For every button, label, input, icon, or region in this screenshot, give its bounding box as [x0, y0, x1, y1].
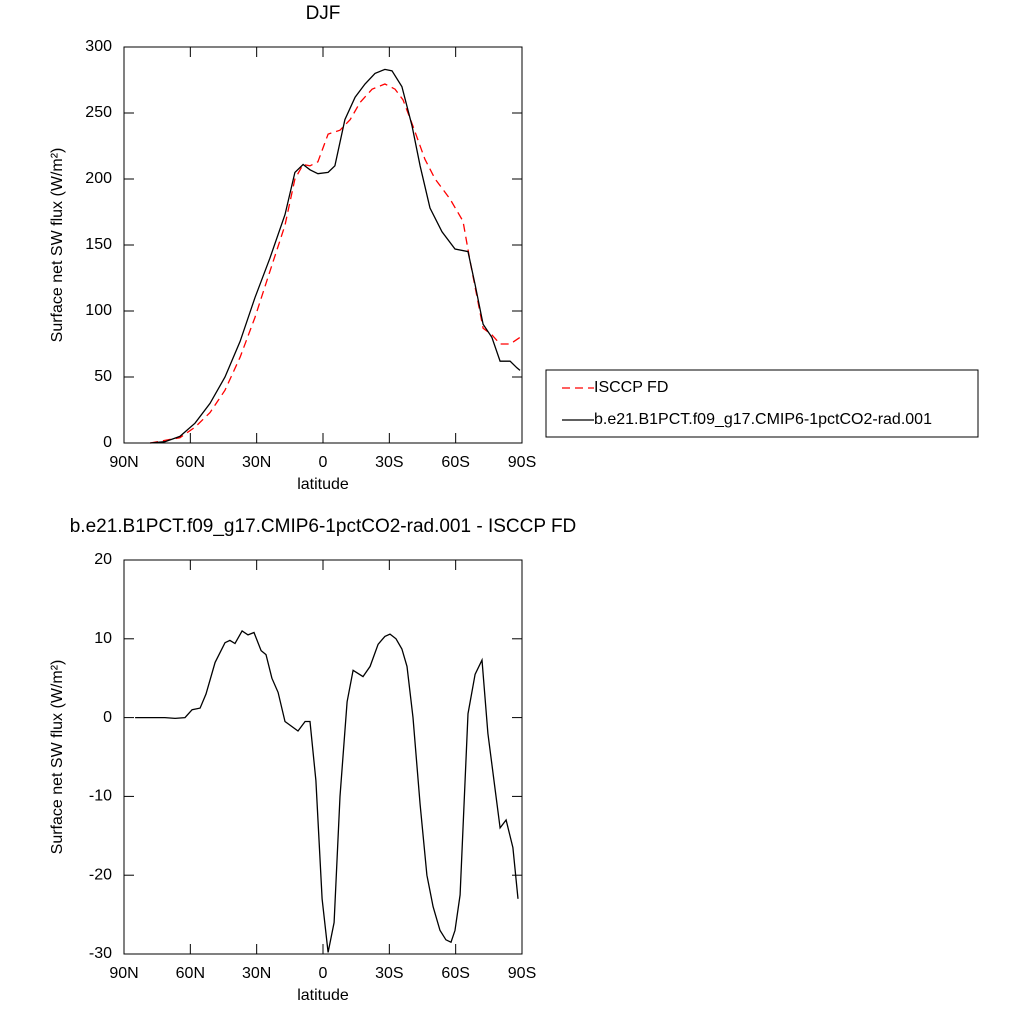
data-line [150, 68, 521, 444]
y-tick-label: -10 [89, 788, 112, 805]
y-tick-label: 100 [85, 302, 112, 319]
y-tick-label: -30 [89, 945, 112, 962]
legend-box [545, 369, 979, 438]
y-axis-label: Surface net SW flux (W/m²) [49, 660, 66, 855]
y-tick-label: 20 [94, 551, 112, 568]
y-tick-label: 50 [94, 368, 112, 385]
x-tick-label: 60S [441, 965, 469, 982]
x-tick-label: 30N [242, 454, 271, 471]
x-tick-label: 30S [375, 965, 403, 982]
x-tick-label: 0 [319, 965, 328, 982]
x-tick-label: 60S [441, 454, 469, 471]
legend-label: b.e21.B1PCT.f09_g17.CMIP6-1pctCO2-rad.00… [594, 411, 932, 428]
y-tick-label: 150 [85, 236, 112, 253]
y-tick-label: 250 [85, 104, 112, 121]
chart-title: DJF [306, 3, 341, 24]
x-tick-label: 60N [176, 965, 205, 982]
x-tick-label: 90N [109, 965, 138, 982]
x-tick-label: 30N [242, 965, 271, 982]
y-tick-label: 0 [103, 709, 112, 726]
y-tick-label: 200 [85, 170, 112, 187]
y-tick-label: 10 [94, 630, 112, 647]
y-tick-label: -20 [89, 866, 112, 883]
x-tick-label: 60N [176, 454, 205, 471]
data-line [135, 629, 519, 953]
x-tick-label: 30S [375, 454, 403, 471]
x-tick-label: 90N [109, 454, 138, 471]
plot-frame [123, 46, 523, 444]
x-axis-label: latitude [297, 987, 349, 1004]
plot-frame [123, 559, 523, 955]
y-tick-label: 300 [85, 38, 112, 55]
data-line [149, 83, 521, 444]
x-tick-label: 90S [508, 965, 536, 982]
x-axis-label: latitude [297, 476, 349, 493]
y-tick-label: 0 [103, 434, 112, 451]
legend-label: ISCCP FD [594, 379, 668, 396]
x-tick-label: 0 [319, 454, 328, 471]
x-tick-label: 90S [508, 454, 536, 471]
y-axis-label: Surface net SW flux (W/m²) [49, 148, 66, 343]
chart-title: b.e21.B1PCT.f09_g17.CMIP6-1pctCO2-rad.00… [70, 516, 577, 537]
